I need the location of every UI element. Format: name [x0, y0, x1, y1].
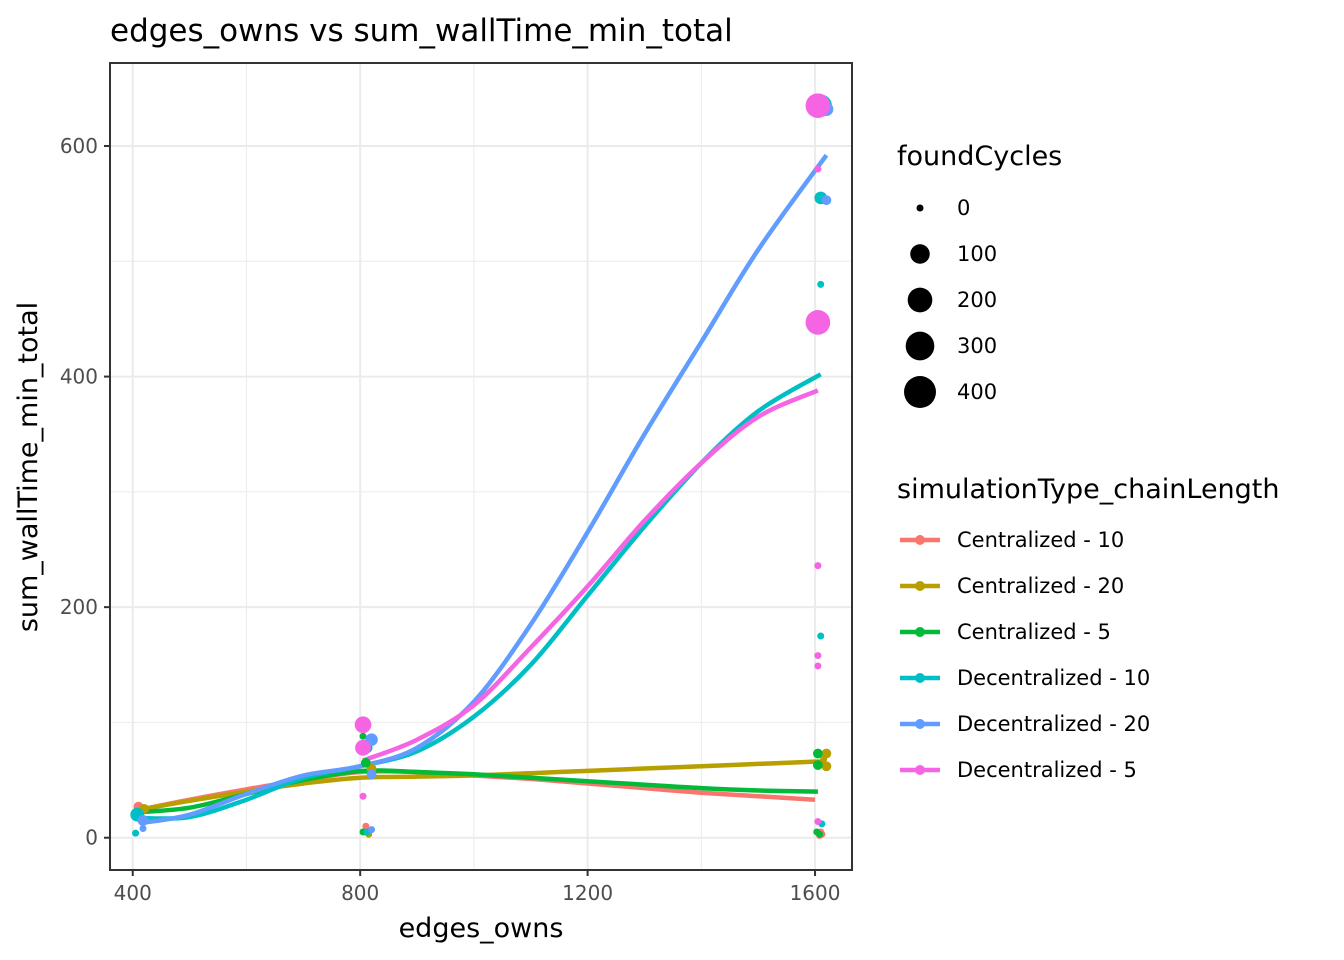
data-point-series-4: [368, 826, 376, 834]
y-tick-label: 200: [60, 595, 98, 619]
size-legend: 0 100 200 300 400: [904, 196, 997, 408]
color-legend-dot: [915, 581, 925, 591]
data-point-series-2: [359, 732, 367, 740]
size-legend-key: [910, 244, 930, 264]
color-legend-label: Decentralized - 10: [957, 666, 1150, 690]
color-legend-title: simulationType_chainLength: [897, 474, 1280, 505]
data-point-series-2: [816, 830, 824, 838]
data-point-series-1: [821, 761, 832, 772]
color-legend-dot: [915, 765, 925, 775]
data-point-series-2: [360, 757, 371, 768]
data-point-series-4: [137, 814, 149, 826]
plot-border: [109, 62, 853, 871]
data-point-series-4: [366, 769, 377, 780]
x-axis-title: edges_owns: [399, 913, 564, 944]
size-legend-label: 0: [957, 196, 970, 220]
scatter-points: [130, 93, 834, 839]
data-point-series-2: [812, 760, 823, 770]
color-legend-dot: [915, 719, 925, 729]
data-point-series-3: [817, 632, 825, 640]
y-tick-label: 0: [85, 826, 98, 850]
x-tick-label: 1200: [562, 881, 613, 905]
size-legend-label: 200: [957, 288, 997, 312]
data-point-series-2: [812, 748, 823, 759]
smooth-line-series-4: [142, 153, 829, 825]
color-legend-dot: [915, 627, 925, 637]
color-legend-label: Decentralized - 20: [957, 712, 1150, 736]
data-point-series-5: [355, 739, 371, 756]
chart-title: edges_owns vs sum_wallTime_min_total: [110, 13, 733, 49]
data-point-series-3: [817, 280, 825, 288]
data-point-series-5: [814, 562, 822, 570]
size-legend-key: [916, 204, 924, 212]
data-point-series-5: [359, 792, 367, 800]
data-point-series-5: [354, 716, 372, 734]
data-point-series-5: [814, 818, 822, 826]
x-tick-label: 1600: [790, 881, 841, 905]
color-legend-label: Centralized - 20: [957, 574, 1124, 598]
data-point-series-3: [132, 829, 140, 837]
smooth-lines: [135, 153, 829, 825]
size-legend-title: foundCycles: [897, 141, 1062, 172]
data-point-series-5: [805, 310, 831, 335]
size-legend-key: [907, 287, 933, 313]
data-point-series-5: [814, 652, 822, 660]
size-legend-label: 100: [957, 242, 997, 266]
data-point-series-0: [362, 822, 370, 830]
x-axis-ticks: 400 800 1200 1600: [114, 870, 841, 905]
color-legend: Centralized - 10 Centralized - 20 Centrali…: [900, 528, 1150, 782]
color-legend-label: Decentralized - 5: [957, 758, 1137, 782]
data-point-series-4: [139, 824, 147, 832]
size-legend-key: [905, 331, 935, 361]
color-legend-dot: [915, 535, 925, 545]
data-point-series-1: [820, 755, 828, 763]
major-gridlines: [110, 63, 852, 870]
x-tick-label: 400: [114, 881, 152, 905]
x-tick-label: 800: [341, 881, 379, 905]
data-point-series-5: [805, 93, 831, 118]
smooth-line-series-5: [362, 388, 819, 763]
data-point-series-4: [821, 195, 832, 206]
color-legend-label: Centralized - 10: [957, 528, 1124, 552]
data-point-series-5: [814, 165, 822, 173]
y-axis-ticks: 0 200 400 600: [60, 134, 110, 850]
size-legend-key: [904, 376, 936, 408]
plot-panel: [110, 63, 852, 870]
color-legend-dot: [915, 673, 925, 683]
color-legend-label: Centralized - 5: [957, 620, 1111, 644]
size-legend-label: 300: [957, 334, 997, 358]
y-tick-label: 400: [60, 365, 98, 389]
minor-gridlines: [110, 63, 852, 870]
data-point-series-5: [814, 662, 822, 670]
y-tick-label: 600: [60, 134, 98, 158]
size-legend-label: 400: [957, 380, 997, 404]
y-axis-title: sum_wallTime_min_total: [13, 302, 44, 632]
